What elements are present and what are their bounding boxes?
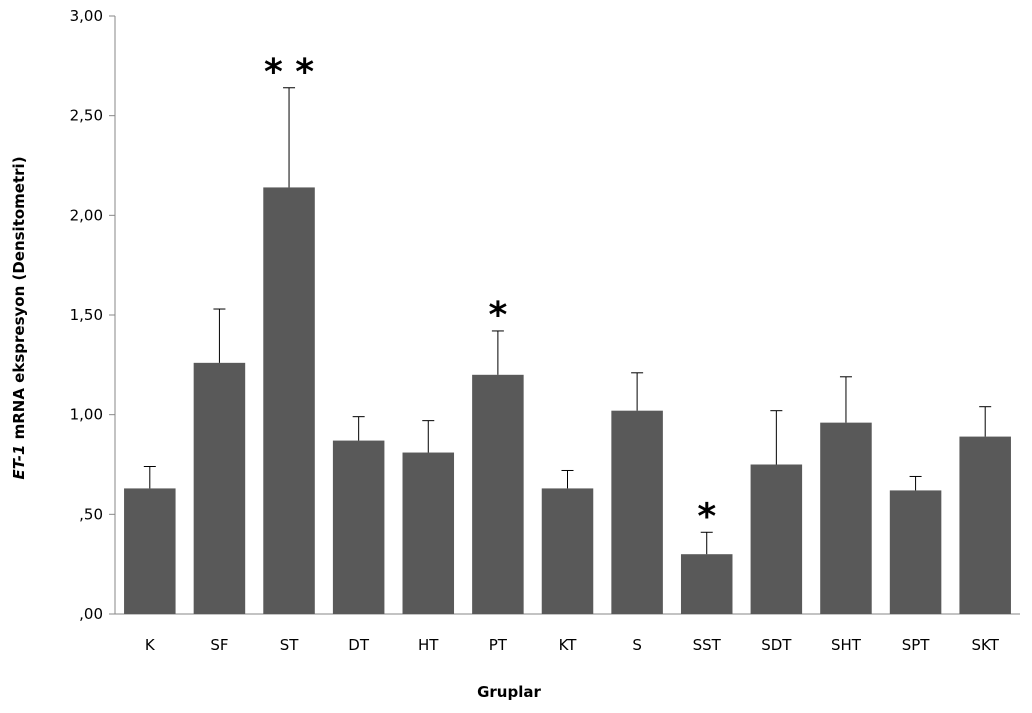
- bar: [402, 452, 455, 614]
- significance-marker: * *: [264, 52, 314, 93]
- x-tick-label: DT: [348, 636, 370, 654]
- x-tick-labels: K SF ST DT HT PT KT S SST SDT SHT SPT SKT: [145, 636, 1000, 654]
- y-axis-title-rest: mRNA ekspresyon (Densitometri): [10, 156, 28, 444]
- x-tick-label: SDT: [761, 636, 792, 654]
- significance-marker: *: [488, 295, 507, 336]
- y-tick-label: 2,00: [70, 206, 103, 224]
- y-axis-title-italic: ET-1: [10, 445, 28, 480]
- x-tick-label: S: [632, 636, 642, 654]
- bar: [750, 464, 803, 614]
- bar: [611, 410, 663, 614]
- y-tick-label: ,50: [79, 505, 103, 523]
- x-axis-title: Gruplar: [477, 683, 541, 701]
- significance-marker: *: [697, 496, 716, 537]
- bars: [124, 187, 1011, 614]
- y-axis: [109, 15, 116, 615]
- bar: [332, 440, 385, 614]
- error-bars: [143, 87, 992, 555]
- bar: [124, 488, 176, 614]
- bar: [472, 374, 524, 614]
- significance-markers: * * * *: [264, 52, 716, 538]
- x-tick-label: SF: [210, 636, 228, 654]
- y-tick-label: 1,50: [70, 306, 103, 324]
- x-tick-label: SKT: [972, 636, 1000, 654]
- y-tick-labels: ,00 ,50 1,00 1,50 2,00 2,50 3,00: [70, 7, 103, 623]
- bar: [820, 422, 872, 614]
- x-tick-label: SHT: [831, 636, 862, 654]
- x-tick-label: SST: [693, 636, 722, 654]
- bar: [263, 187, 315, 614]
- y-axis-title: ET-1 mRNA ekspresyon (Densitometri): [10, 156, 28, 479]
- bar: [680, 554, 733, 614]
- y-tick-label: 2,50: [70, 107, 103, 125]
- bar: [541, 488, 594, 614]
- bar: [959, 436, 1011, 614]
- y-tick-label: ,00: [79, 605, 103, 623]
- y-tick-label: 3,00: [70, 7, 103, 25]
- x-tick-label: KT: [559, 636, 578, 654]
- x-tick-label: HT: [418, 636, 439, 654]
- x-tick-label: K: [145, 636, 156, 654]
- bar: [889, 490, 942, 614]
- x-tick-label: ST: [280, 636, 300, 654]
- y-tick-label: 1,00: [70, 406, 103, 424]
- bar: [193, 362, 246, 614]
- x-tick-label: PT: [489, 636, 508, 654]
- x-tick-label: SPT: [902, 636, 931, 654]
